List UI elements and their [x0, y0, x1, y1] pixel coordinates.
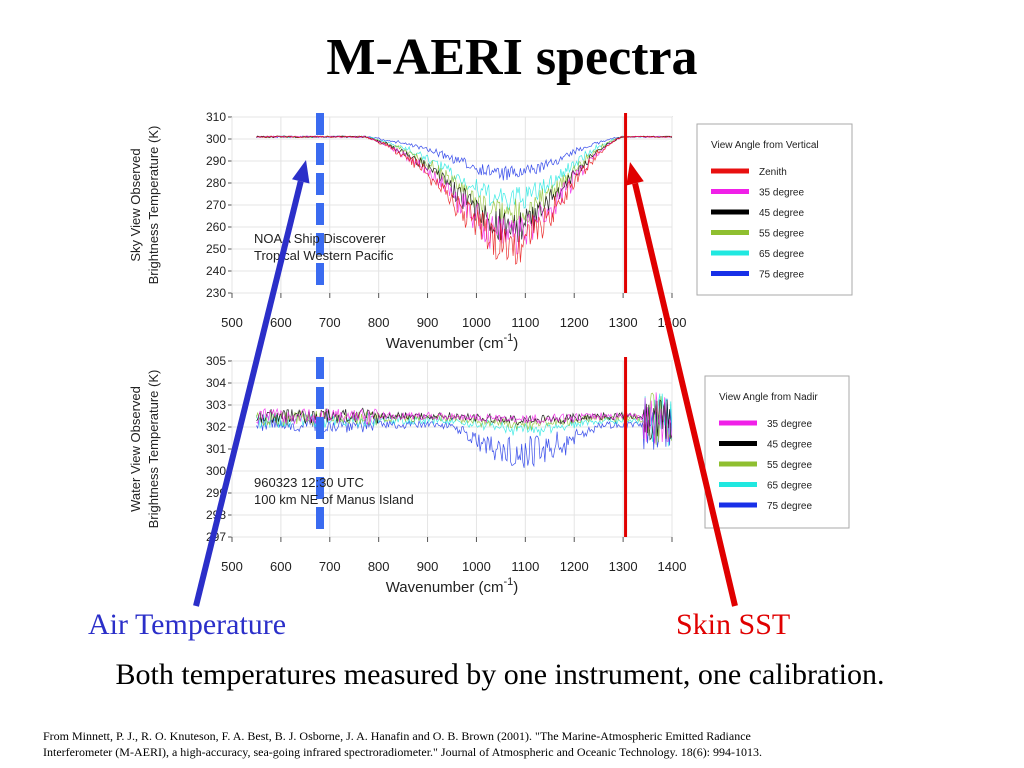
x-tick-label: 1200 [560, 315, 589, 330]
x-tick-label: 1000 [462, 559, 491, 574]
x-tick-label: 1300 [609, 315, 638, 330]
chart-legend: View Angle from Vertical Zenith 35 degree 4… [696, 123, 853, 296]
legend-entry: 35 degree [759, 188, 804, 199]
y-tick-label: 260 [206, 220, 226, 234]
series-line-zenith [256, 135, 672, 265]
citation-line-1: From Minnett, P. J., R. O. Knuteson, F. … [43, 729, 751, 743]
legend-entry: 45 degree [767, 440, 812, 451]
legend-entry: 65 degree [767, 481, 812, 492]
x-axis-label: Wavenumber (cm-1) [386, 332, 519, 352]
citation: From Minnett, P. J., R. O. Knuteson, F. … [43, 728, 943, 760]
x-tick-label: 1100 [511, 559, 539, 574]
series-line-65-degree [256, 393, 672, 447]
series-line-35-degree [256, 392, 672, 444]
chart-legend: View Angle from Nadir 35 degree 45 degree 5… [704, 375, 850, 529]
y-axis-label-line-1: Water View Observed [128, 386, 143, 512]
x-tick-label: 1100 [511, 315, 539, 330]
y-tick-label: 250 [206, 242, 226, 256]
x-tick-label: 500 [221, 315, 243, 330]
x-axis-label: Wavenumber (cm-1) [386, 576, 519, 596]
x-tick-label: 1400 [658, 559, 687, 574]
y-tick-label: 240 [206, 264, 226, 278]
chart-panel-1: 230 240 250 260 270 280 290 300 310 500 600 700 800 9… [128, 110, 853, 352]
x-tick-label: 800 [368, 315, 390, 330]
y-axis-label-line-2: Brightness Temperature (K) [146, 370, 161, 529]
y-tick-label: 302 [206, 420, 226, 434]
slide-caption: Both temperatures measured by one instru… [115, 658, 885, 691]
x-tick-label: 700 [319, 559, 341, 574]
legend-entry: 45 degree [759, 208, 804, 219]
air-temperature-label: Air Temperature [88, 608, 287, 641]
series-group [256, 392, 672, 468]
chart-panel-2: 2972982993003013023033043055006007008009… [128, 354, 850, 596]
y-axis-label-line-2: Brightness Temperature (K) [146, 126, 161, 285]
y-tick-label: 300 [206, 464, 226, 478]
series-group [256, 135, 672, 265]
y-tick-label: 300 [206, 132, 226, 146]
y-tick-label: 305 [206, 354, 226, 368]
legend-entry: Zenith [759, 167, 787, 178]
air-temperature-arrow-head [292, 160, 310, 184]
legend-entry: 75 degree [767, 501, 812, 512]
x-tick-label: 900 [417, 315, 439, 330]
x-tick-label: 600 [270, 559, 292, 574]
legend-entry: 55 degree [759, 229, 804, 240]
skin-sst-arrow-head [626, 162, 644, 186]
legend-entry: 65 degree [759, 249, 804, 260]
y-tick-label: 310 [206, 110, 226, 124]
x-tick-label: 1000 [462, 315, 491, 330]
legend-entry: 55 degree [767, 460, 812, 471]
panel-annotation-line-1: 960323 12:30 UTC [254, 475, 364, 490]
x-tick-label: 1200 [560, 559, 589, 574]
citation-line-2: Interferometer (M-AERI), a high-accuracy… [43, 745, 763, 759]
panel-annotation-line-1: NOAA Ship Discoverer [254, 231, 386, 246]
y-axis-label-line-1: Sky View Observed [128, 148, 143, 261]
skin-sst-label: Skin SST [676, 608, 791, 641]
air-temperature-arrow [193, 160, 310, 607]
y-tick-label: 270 [206, 198, 226, 212]
y-tick-label: 303 [206, 398, 226, 412]
panel-annotation-line-2: 100 km NE of Manus Island [254, 492, 414, 507]
x-tick-label: 900 [417, 559, 439, 574]
skin-sst-arrow-shaft [632, 182, 738, 607]
slide-title: M-AERI spectra [326, 29, 698, 86]
series-line-75-degree [256, 398, 672, 468]
x-tick-label: 700 [319, 315, 341, 330]
y-tick-label: 280 [206, 176, 226, 190]
x-tick-label: 500 [221, 559, 243, 574]
legend-entry: 35 degree [767, 419, 812, 430]
y-tick-label: 304 [206, 376, 226, 390]
y-tick-label: 301 [206, 442, 226, 456]
x-tick-label: 800 [368, 559, 390, 574]
skin-sst-arrow [626, 162, 738, 607]
legend-entry: 75 degree [759, 270, 804, 281]
legend-title: View Angle from Nadir [719, 392, 818, 403]
x-tick-label: 1300 [609, 559, 638, 574]
series-line-55-degree [256, 135, 672, 225]
legend-title: View Angle from Vertical [711, 140, 819, 151]
panel-annotation-line-2: Tropical Western Pacific [254, 248, 394, 263]
air-temperature-arrow-shaft [193, 180, 304, 607]
y-tick-label: 230 [206, 286, 226, 300]
y-tick-label: 290 [206, 154, 226, 168]
x-tick-label: 600 [270, 315, 292, 330]
